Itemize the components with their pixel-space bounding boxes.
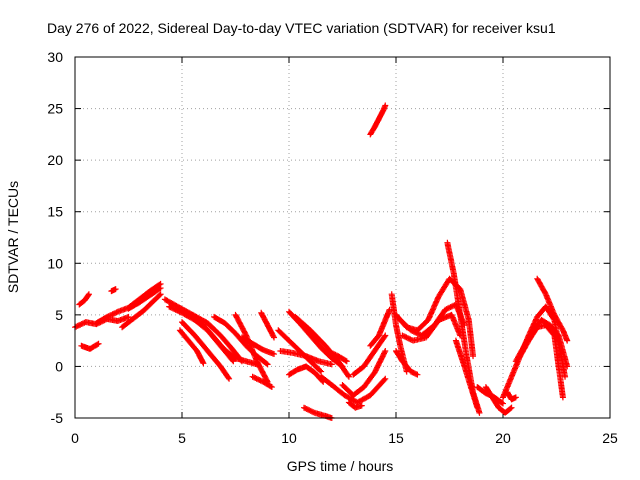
series-markers — [108, 286, 119, 295]
series-s39 — [482, 384, 515, 416]
series-s16 — [249, 373, 275, 391]
series-markers — [399, 311, 464, 344]
series-s25 — [339, 347, 389, 399]
y-tick-label: 15 — [47, 204, 63, 220]
series-markers — [339, 347, 389, 399]
data-points — [72, 102, 571, 421]
series-markers — [78, 340, 102, 352]
y-tick-label: 30 — [47, 49, 63, 65]
series-s20 — [286, 363, 327, 385]
series-s15 — [238, 334, 278, 358]
y-tick-label: 25 — [47, 101, 63, 117]
series-s29 — [367, 306, 393, 349]
series-markers — [324, 348, 350, 365]
series-s17 — [258, 309, 278, 341]
series-markers — [504, 389, 519, 403]
y-tick-label: -5 — [51, 410, 64, 426]
series-markers — [179, 319, 233, 382]
series-s37 — [452, 337, 481, 411]
y-tick-label: 5 — [55, 307, 63, 323]
chart-title: Day 276 of 2022, Sidereal Day-to-day VTE… — [47, 20, 556, 36]
y-tick-label: 0 — [55, 358, 63, 374]
series-markers — [238, 334, 278, 358]
x-tick-label: 15 — [388, 430, 404, 446]
series-s12 — [189, 311, 260, 368]
x-tick-label: 25 — [602, 430, 618, 446]
series-s43 — [534, 275, 571, 344]
series-markers — [452, 337, 481, 411]
series-s11 — [176, 327, 207, 367]
axis-ticks: 0 5 10 15 20 25 -5 0 5 10 15 20 25 30 — [47, 49, 618, 446]
series-markers — [388, 291, 410, 375]
series-markers — [249, 373, 275, 391]
series-markers — [119, 291, 164, 331]
series-s28 — [350, 332, 389, 378]
grid — [75, 57, 610, 418]
x-tick-label: 5 — [178, 430, 186, 446]
series-markers — [367, 102, 389, 138]
series-markers — [318, 373, 389, 406]
series-markers — [393, 348, 421, 378]
series-markers — [176, 327, 207, 367]
series-s27 — [345, 399, 365, 411]
series-markers — [189, 311, 260, 368]
series-s35 — [393, 348, 421, 378]
series-s44 — [504, 389, 519, 403]
x-tick-label: 0 — [71, 430, 79, 446]
series-s10 — [179, 319, 233, 382]
series-s26 — [301, 404, 335, 421]
x-tick-label: 20 — [495, 430, 511, 446]
series-markers — [517, 322, 566, 401]
x-tick-label: 10 — [281, 430, 297, 446]
series-s30 — [367, 102, 389, 138]
series-s23 — [324, 348, 350, 365]
series-markers — [301, 404, 335, 421]
series-markers — [534, 275, 571, 344]
series-s42 — [517, 322, 566, 401]
series-markers — [350, 332, 389, 378]
series-s19 — [277, 348, 335, 368]
series-s24 — [318, 373, 389, 406]
series-s3 — [78, 340, 102, 352]
series-markers — [258, 309, 278, 341]
plot-frame — [74, 56, 611, 419]
series-markers — [286, 363, 327, 385]
series-markers — [76, 291, 92, 308]
series-markers — [125, 285, 164, 312]
y-tick-label: 20 — [47, 152, 63, 168]
y-tick-label: 10 — [47, 255, 63, 271]
series-s2 — [76, 291, 92, 308]
x-axis-title: GPS time / hours — [287, 458, 394, 474]
series-s6 — [125, 285, 164, 312]
series-markers — [277, 348, 335, 368]
series-markers — [367, 306, 393, 349]
series-markers — [345, 399, 365, 411]
series-s5 — [119, 291, 164, 331]
series-s34 — [399, 311, 464, 344]
series-s31 — [388, 291, 410, 375]
y-axis-title: SDTVAR / TECUs — [5, 181, 21, 293]
series-s7 — [108, 286, 119, 295]
series-markers — [482, 384, 515, 416]
